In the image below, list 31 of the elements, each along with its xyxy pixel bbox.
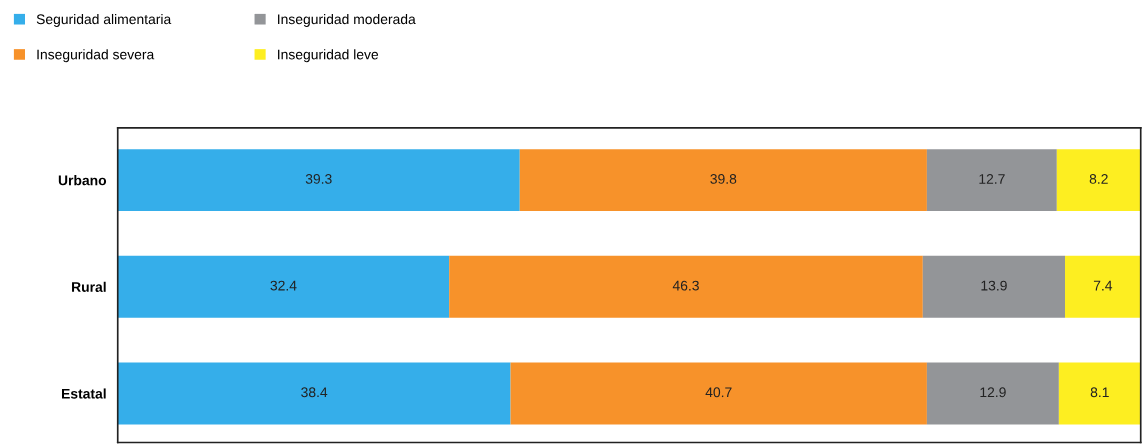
y-tick-label: Urbano xyxy=(58,175,107,186)
legend-label: Inseguridad severa xyxy=(37,49,155,63)
legend-label: Inseguridad leve xyxy=(278,49,379,63)
legend-label: Inseguridad moderada xyxy=(278,13,416,27)
bar xyxy=(117,362,511,425)
bar xyxy=(926,362,1059,425)
data-label: 8.2 xyxy=(1089,174,1108,184)
data-label: 12.9 xyxy=(980,387,1006,398)
data-label: 40.7 xyxy=(705,387,732,398)
data-label: 38.4 xyxy=(301,387,328,398)
data-label: 12.7 xyxy=(979,174,1005,184)
bar xyxy=(1065,255,1141,318)
data-label: 39.8 xyxy=(710,174,737,184)
y-tick-label: Estatal xyxy=(62,388,106,399)
data-label: 32.4 xyxy=(270,280,297,291)
data-label: 46.3 xyxy=(672,280,699,291)
bar xyxy=(510,362,927,425)
bar xyxy=(449,255,923,318)
y-tick-label: Rural xyxy=(72,281,106,292)
data-label: 13.9 xyxy=(981,280,1007,291)
bar xyxy=(1056,149,1141,212)
bar xyxy=(926,149,1057,212)
bar xyxy=(117,255,450,318)
data-label: 39.3 xyxy=(305,174,332,184)
legend-label: Seguridad alimentaria xyxy=(36,13,172,27)
bar xyxy=(922,255,1066,318)
data-label: 8.1 xyxy=(1090,387,1109,398)
bar xyxy=(1058,362,1141,425)
data-label: 7.4 xyxy=(1093,280,1113,291)
bar xyxy=(117,149,520,212)
bar xyxy=(519,149,927,212)
